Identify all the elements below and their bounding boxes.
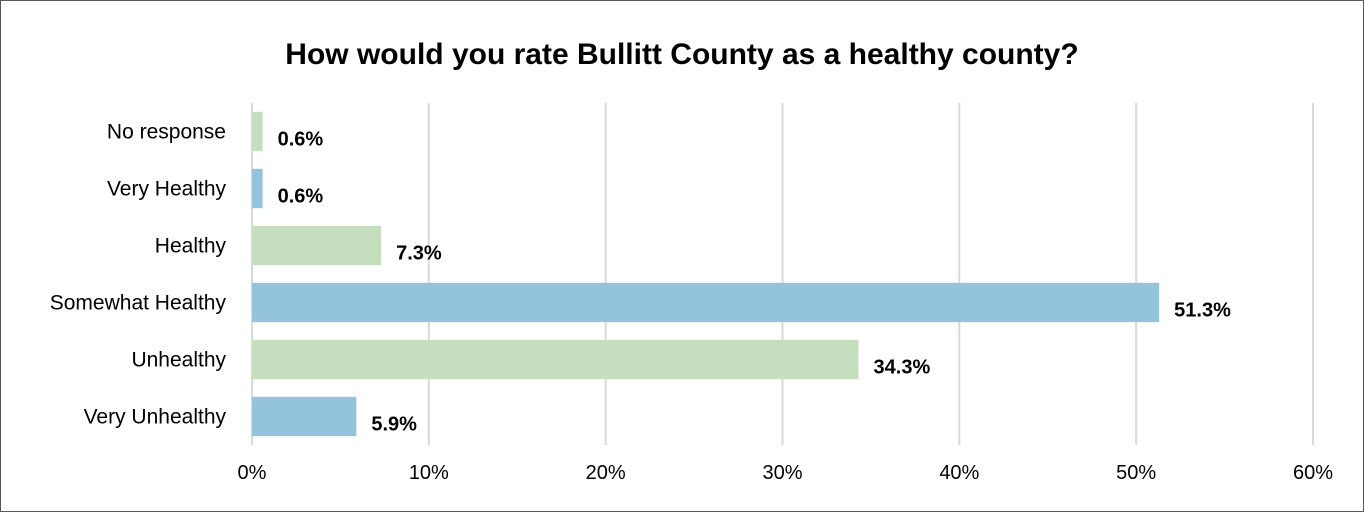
bar xyxy=(252,282,1160,323)
category-label: Very Unhealthy xyxy=(84,406,227,429)
x-tick-label: 40% xyxy=(939,462,979,484)
x-tick-label: 30% xyxy=(762,462,802,484)
x-axis-tick-labels: 0% 10% 20% 30% 40% 50% 60% xyxy=(238,462,1334,484)
x-tick-label: 20% xyxy=(586,462,626,484)
bar xyxy=(252,396,357,437)
value-label: 5.9% xyxy=(371,414,417,436)
category-label: Somewhat Healthy xyxy=(50,292,227,315)
value-label: 7.3% xyxy=(396,243,442,265)
value-label: 0.6% xyxy=(278,186,324,208)
x-tick-label: 0% xyxy=(238,462,267,484)
x-tick-label: 50% xyxy=(1116,462,1156,484)
category-label: Very Healthy xyxy=(107,178,227,201)
bar xyxy=(252,111,263,152)
x-tick-label: 60% xyxy=(1293,462,1333,484)
bars xyxy=(252,111,1160,437)
chart-title: How would you rate Bullitt County as a h… xyxy=(285,38,1078,71)
category-labels: No response Very Healthy Healthy Somewhat H… xyxy=(50,121,227,429)
category-label: Healthy xyxy=(155,235,227,258)
bar xyxy=(252,225,382,266)
category-label: Unhealthy xyxy=(131,349,226,372)
gridlines xyxy=(251,103,1314,445)
bar xyxy=(252,339,859,380)
value-label: 0.6% xyxy=(278,129,324,151)
category-label: No response xyxy=(107,121,226,144)
bar xyxy=(252,168,263,209)
value-label: 51.3% xyxy=(1174,300,1231,322)
x-tick-label: 10% xyxy=(409,462,449,484)
value-label: 34.3% xyxy=(874,357,931,379)
value-labels: 0.6% 0.6% 7.3% 51.3% 34.3% 5.9% xyxy=(278,129,1231,436)
